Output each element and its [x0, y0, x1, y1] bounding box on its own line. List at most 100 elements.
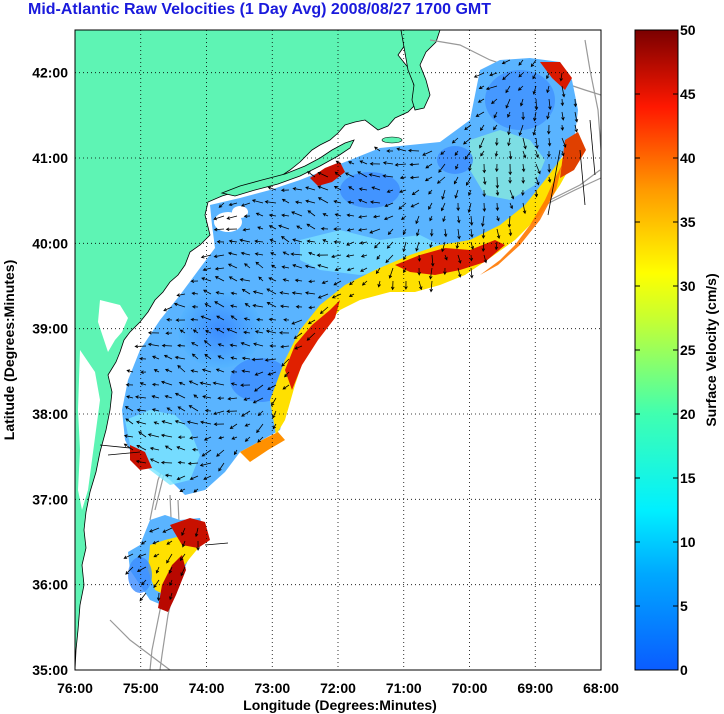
velocity-arrow [149, 527, 160, 533]
colorbar-tick-label: 40 [680, 150, 696, 166]
velocity-arrow [242, 227, 251, 232]
velocity-arrow [489, 72, 498, 77]
velocity-arrow [204, 303, 212, 308]
velocity-arrow [385, 254, 394, 264]
velocity-arrow [271, 397, 277, 407]
y-tick-label: 35:00 [32, 662, 68, 678]
velocity-arrow [180, 566, 186, 577]
velocity-arrow [482, 176, 487, 185]
velocity-arrow [271, 264, 277, 269]
velocity-arrow [244, 263, 251, 269]
velocity-arrow [191, 291, 199, 296]
velocity-arrow [193, 488, 199, 493]
colorbar-tick-label: 20 [680, 406, 696, 422]
velocity-arrow [401, 215, 407, 221]
velocity-arrow [140, 540, 147, 545]
velocity-arrow [264, 358, 277, 362]
velocity-arrow [164, 394, 173, 399]
velocity-arrow [428, 267, 433, 280]
velocity-arrow [358, 198, 368, 204]
velocity-arrow [216, 315, 225, 321]
velocity-arrow-long [547, 149, 561, 216]
velocity-arrow [166, 407, 173, 412]
velocity-arrow [140, 370, 147, 374]
velocity-arrow [216, 449, 225, 457]
velocity-arrow [404, 280, 408, 290]
velocity-arrow [264, 200, 277, 204]
velocity-arrow [491, 98, 498, 105]
velocity-arrow [546, 111, 550, 120]
velocity-arrow [215, 328, 225, 334]
velocity-arrow [139, 382, 147, 386]
velocity-arrow [284, 371, 290, 378]
velocity-arrow [194, 527, 199, 538]
velocity-arrow [453, 176, 459, 185]
velocity-arrow [417, 254, 422, 262]
velocity-arrow [191, 305, 199, 309]
velocity-arrow [470, 228, 474, 238]
colorbar-tick-label: 10 [680, 534, 696, 550]
velocity-arrow [480, 150, 485, 157]
velocity-vectors [99, 59, 596, 602]
velocity-arrow [168, 566, 173, 574]
velocity-arrow [267, 384, 277, 390]
velocity-arrow [281, 265, 290, 269]
velocity-arrow [253, 342, 264, 347]
velocity-arrow [507, 215, 512, 228]
colorbar-tick-label: 5 [680, 598, 688, 614]
velocity-arrow [457, 228, 461, 240]
velocity-arrow [357, 171, 368, 178]
velocity-arrow [268, 277, 277, 282]
velocity-arrow [382, 161, 394, 165]
velocity-arrow [507, 137, 511, 147]
velocity-arrow [160, 380, 173, 386]
velocity-arrow [477, 98, 485, 103]
velocity-arrow [547, 150, 551, 158]
velocity-arrow [240, 202, 251, 207]
velocity-arrow [417, 267, 421, 276]
velocity-arrow [155, 566, 160, 574]
velocity-arrow [535, 176, 540, 186]
velocity-arrow [228, 276, 238, 282]
velocity-arrow [535, 150, 539, 159]
velocity-arrow [469, 215, 474, 226]
velocity-arrow [533, 111, 537, 122]
velocity-arrow [561, 111, 565, 121]
velocity-arrow [360, 267, 368, 272]
velocity-arrow [203, 436, 212, 441]
velocity-arrow [348, 293, 355, 297]
velocity-arrow [166, 540, 173, 545]
velocity-arrow [282, 384, 290, 390]
x-tick-label: 70:00 [452, 680, 488, 696]
velocity-arrow [369, 162, 381, 166]
velocity-arrow [346, 267, 355, 272]
velocity-arrow [534, 98, 539, 111]
velocity-arrow [166, 318, 173, 322]
chesapeake-bay [78, 350, 100, 510]
velocity-arrow [496, 215, 500, 222]
velocity-arrow [316, 253, 329, 257]
velocity-arrow [166, 553, 173, 564]
velocity-arrow [254, 384, 264, 392]
velocity-arrow [217, 355, 225, 360]
velocity-arrow [535, 137, 539, 149]
velocity-arrow [230, 304, 238, 308]
velocity-arrow [409, 162, 420, 167]
velocity-arrow [469, 254, 474, 262]
velocity-arrow [455, 241, 460, 250]
velocity-arrow-long [579, 149, 586, 206]
velocity-arrow [229, 343, 238, 348]
velocity-arrow [522, 137, 527, 150]
velocity-arrow [230, 315, 238, 321]
velocity-arrow [125, 418, 134, 425]
velocity-arrow [152, 540, 160, 545]
velocity-arrow [217, 343, 225, 347]
velocity-arrow [230, 370, 238, 374]
velocity-arrow [135, 395, 147, 399]
velocity-arrow [190, 369, 199, 373]
velocity-arrow [265, 329, 277, 334]
velocity-arrow [267, 371, 277, 376]
land-long-island [220, 139, 355, 197]
y-axis-ticks: 42:00 41:00 40:00 39:00 38:00 37:00 36:00 35:00 [32, 65, 68, 678]
velocity-arrow [282, 278, 290, 282]
